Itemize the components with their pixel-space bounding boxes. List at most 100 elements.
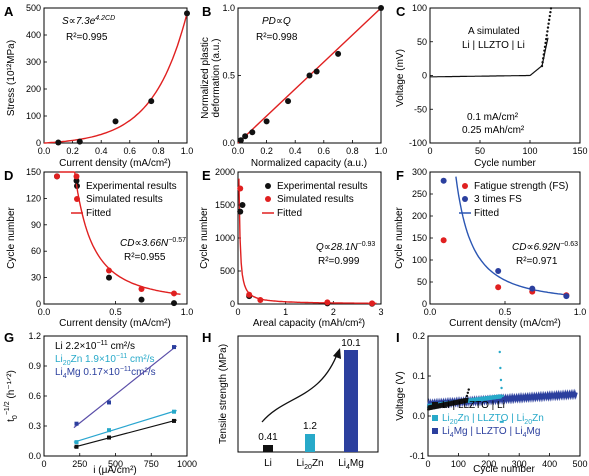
y-axis-label-d: Cycle number bbox=[6, 206, 17, 268]
i-x-tick-label: 400 bbox=[542, 459, 557, 469]
equation-d: CD∝3.66N−0.57 bbox=[120, 237, 186, 249]
legend-f-fit: Fitted bbox=[474, 208, 499, 219]
voltage-spike-i bbox=[498, 350, 501, 354]
voltage-curves-i bbox=[426, 350, 578, 423]
fit-curve-f bbox=[455, 176, 570, 296]
voltage-curve-c bbox=[430, 37, 549, 78]
legend-f-fs: Fatigue strength (FS) bbox=[474, 181, 568, 192]
i-x-tick-label: 200 bbox=[481, 459, 496, 469]
voltage-dot-c bbox=[542, 53, 545, 56]
d-x-tick-label: 1.0 bbox=[181, 307, 194, 317]
a-y-tick-label: 200 bbox=[26, 84, 41, 94]
y-axis-label-c: Voltage (mV) bbox=[395, 49, 406, 107]
data-point-a bbox=[76, 138, 83, 145]
voltage-dot-c bbox=[542, 57, 545, 60]
f-y-tick-label: 250 bbox=[412, 189, 427, 199]
data-point-g bbox=[172, 409, 176, 414]
voltage-dot-c bbox=[548, 14, 551, 18]
i-y-tick-label: 0.1 bbox=[412, 371, 425, 381]
c-y-tick-label: -100 bbox=[409, 138, 427, 148]
voltage-spike-i-li bbox=[467, 388, 470, 391]
d-y-tick-label: 90 bbox=[31, 220, 41, 230]
panel-b: B 0.0 0.2 0.4 0.6 0.8 1.0 0.0 0.5 1.0 Normalized… bbox=[200, 3, 387, 169]
voltage-dot-c bbox=[546, 30, 549, 33]
data-point-e-sim bbox=[246, 291, 253, 298]
x-axis-label-b: Normalized capacity (a.u.) bbox=[251, 158, 367, 169]
panel-label-c: C bbox=[396, 4, 406, 19]
a-y-tick-label: 300 bbox=[26, 57, 41, 67]
voltage-dot-c bbox=[540, 64, 544, 68]
voltage-spike-i bbox=[501, 394, 504, 398]
panel-i: I 0 100 200 300 400 500 -0.1 0.0 0.1 0.2 Voltage … bbox=[395, 330, 588, 475]
panel-label-a: A bbox=[4, 4, 14, 19]
i-x-tick-label: 500 bbox=[572, 459, 587, 469]
fit-line-g bbox=[73, 419, 177, 448]
legend-marker-i-li4mg bbox=[432, 428, 438, 434]
b-y-tick-label: 1.0 bbox=[222, 3, 235, 13]
legend-marker-e-sim bbox=[265, 196, 271, 202]
i-y-tick-label: 0.0 bbox=[412, 411, 425, 421]
voltage-dots-c bbox=[540, 7, 553, 68]
voltage-dot-c bbox=[548, 18, 551, 22]
voltage-dot-c bbox=[544, 41, 547, 45]
x-axis-label-c: Cycle number bbox=[474, 158, 536, 169]
panel-label-f: F bbox=[396, 168, 404, 183]
e-x-tick-label: 0 bbox=[235, 307, 240, 317]
a-y-tick-label: 400 bbox=[26, 30, 41, 40]
data-point-f-3fs bbox=[529, 285, 536, 292]
points-g bbox=[74, 345, 176, 449]
legend-marker-f-fs bbox=[462, 183, 468, 189]
legend-d-fit: Fitted bbox=[86, 208, 111, 219]
legend-f-3fs: 3 times FS bbox=[474, 194, 522, 205]
annotation-c-2: Li | LLZTO | Li bbox=[462, 40, 525, 51]
a-x-tick-label: 0.4 bbox=[95, 146, 108, 156]
b-y-tick-label: 0.0 bbox=[222, 138, 235, 148]
e-y-tick-label: 1500 bbox=[215, 200, 235, 210]
c-y-tick-label: -50 bbox=[414, 104, 427, 114]
x-axis-label-i: Cycle number bbox=[473, 464, 535, 475]
trend-arrow-head-h bbox=[333, 348, 341, 359]
g-x-tick-label: 0 bbox=[41, 459, 46, 469]
ticks-c: 0 50 100 150 -100 -50 0 50 100 bbox=[409, 3, 588, 156]
e-x-tick-label: 1 bbox=[283, 307, 288, 317]
f-y-tick-label: 150 bbox=[412, 233, 427, 243]
data-point-d-sim bbox=[73, 173, 80, 180]
panel-a: A 0.0 0.2 0.4 0.6 0.8 1.0 0 100 200 300 400 500 Str… bbox=[4, 3, 193, 169]
data-point-b bbox=[285, 98, 292, 105]
data-point-g bbox=[172, 418, 176, 423]
x-axis-label-d: Current density (mA/cm²) bbox=[59, 318, 171, 329]
legend-marker-f-3fs bbox=[462, 196, 468, 202]
a-y-tick-label: 0 bbox=[36, 138, 41, 148]
fit-curve-d bbox=[59, 171, 181, 295]
c-x-tick-label: 0 bbox=[427, 146, 432, 156]
g-x-tick-label: 1000 bbox=[177, 459, 197, 469]
b-x-tick-label: 0.6 bbox=[318, 146, 331, 156]
b-y-tick-label: 0.5 bbox=[222, 71, 235, 81]
legend-e-exp: Experimental results bbox=[277, 181, 368, 192]
b-x-tick-label: 0.4 bbox=[289, 146, 302, 156]
equation-b: PD∝Q bbox=[262, 16, 291, 27]
r-squared-d: R²=0.955 bbox=[124, 252, 166, 263]
data-point-e-sim bbox=[324, 299, 331, 306]
i-y-tick-label: -0.1 bbox=[409, 451, 425, 461]
data-point-b bbox=[242, 133, 249, 140]
data-point-a bbox=[112, 118, 119, 125]
ticks-g: 0 250 500 750 1000 0.0 0.3 0.6 0.9 1.2 bbox=[28, 331, 197, 469]
points-d bbox=[54, 173, 177, 307]
data-point-g bbox=[74, 444, 79, 449]
a-y-tick-label: 100 bbox=[26, 111, 41, 121]
c-y-tick-label: 50 bbox=[417, 37, 427, 47]
voltage-spike-i bbox=[499, 378, 503, 382]
a-y-tick-label: 500 bbox=[26, 3, 41, 13]
legend-e-fit: Fitted bbox=[277, 208, 302, 219]
r-squared-b: R²=0.998 bbox=[256, 32, 298, 43]
data-point-d-exp bbox=[171, 300, 177, 307]
legend-marker-i-li bbox=[432, 402, 438, 408]
data-point-d-sim bbox=[54, 173, 60, 180]
panel-label-b: B bbox=[202, 4, 211, 19]
y-axis-label-i: Voltage (V) bbox=[395, 371, 406, 420]
points-a bbox=[55, 10, 190, 146]
fit-line-g bbox=[73, 409, 177, 443]
y-axis-label-h: Tensile strength (MPa) bbox=[218, 344, 229, 444]
